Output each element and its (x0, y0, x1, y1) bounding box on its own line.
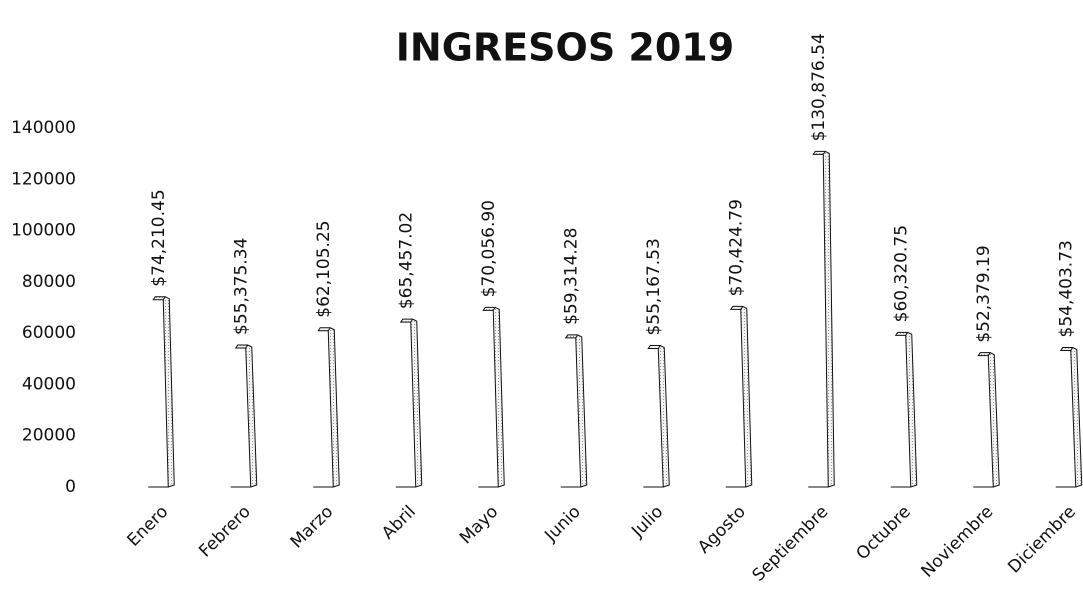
chart-title: INGRESOS 2019 (396, 26, 734, 70)
bar (890, 331, 918, 488)
bar (725, 305, 753, 488)
value-label: $59,314.28 (562, 228, 582, 325)
y-tick-label: 60000 (22, 323, 76, 343)
y-tick-label: 0 (65, 477, 76, 497)
bar-edge (740, 306, 744, 310)
bar (973, 352, 1000, 488)
value-label: $55,375.34 (232, 238, 252, 335)
bar-edge (575, 334, 579, 339)
bar-edge (492, 307, 496, 311)
bar-edge (905, 332, 909, 336)
y-tick-label: 80000 (22, 272, 76, 292)
y-tick-label: 20000 (22, 426, 76, 446)
bar (643, 345, 670, 488)
bar-edge (410, 318, 414, 323)
bar-edge (245, 344, 249, 349)
value-label: $54,403.73 (1057, 240, 1077, 337)
bar-edge (987, 352, 991, 356)
x-tick-label: Junio (540, 502, 584, 546)
bar (478, 306, 505, 488)
value-label: $130,876.54 (809, 33, 829, 141)
x-tick-label: Septiembre (749, 502, 833, 586)
bar (560, 334, 588, 488)
x-tick-label: Agosto (694, 502, 750, 558)
bar-edge (657, 345, 661, 349)
y-tick-label: 100000 (11, 221, 76, 241)
y-tick-label: 40000 (22, 374, 76, 394)
x-tick-label: Marzo (287, 502, 337, 552)
x-tick-label: Julio (627, 502, 667, 542)
x-tick-label: Enero (124, 502, 173, 551)
x-tick-label: Octubre (853, 502, 915, 564)
bar (230, 344, 258, 488)
x-tick-label: Diciembre (1004, 502, 1080, 578)
bar-edge (327, 327, 331, 332)
bar (148, 296, 175, 488)
value-label: $55,167.53 (644, 238, 664, 335)
y-tick-label: 120000 (11, 169, 76, 189)
bar (395, 318, 423, 488)
value-label: $52,379.19 (974, 245, 994, 342)
y-tick-label: 140000 (11, 118, 76, 138)
x-tick-label: Mayo (456, 502, 502, 548)
value-label: $70,424.79 (727, 199, 747, 296)
x-tick-label: Noviembre (918, 502, 998, 582)
bar (313, 327, 340, 488)
bar (1055, 346, 1083, 488)
x-tick-label: Febrero (195, 502, 255, 562)
value-label: $74,210.45 (149, 189, 169, 286)
value-label: $70,056.90 (479, 200, 499, 297)
bar-edge (162, 296, 166, 300)
x-tick-label: Abril (378, 502, 420, 544)
bar (808, 150, 835, 488)
value-label: $60,320.75 (892, 225, 912, 322)
bar-edge (1070, 347, 1074, 351)
value-label: $65,457.02 (397, 212, 417, 309)
value-label: $62,105.25 (314, 220, 334, 317)
bar-edge (822, 151, 826, 155)
